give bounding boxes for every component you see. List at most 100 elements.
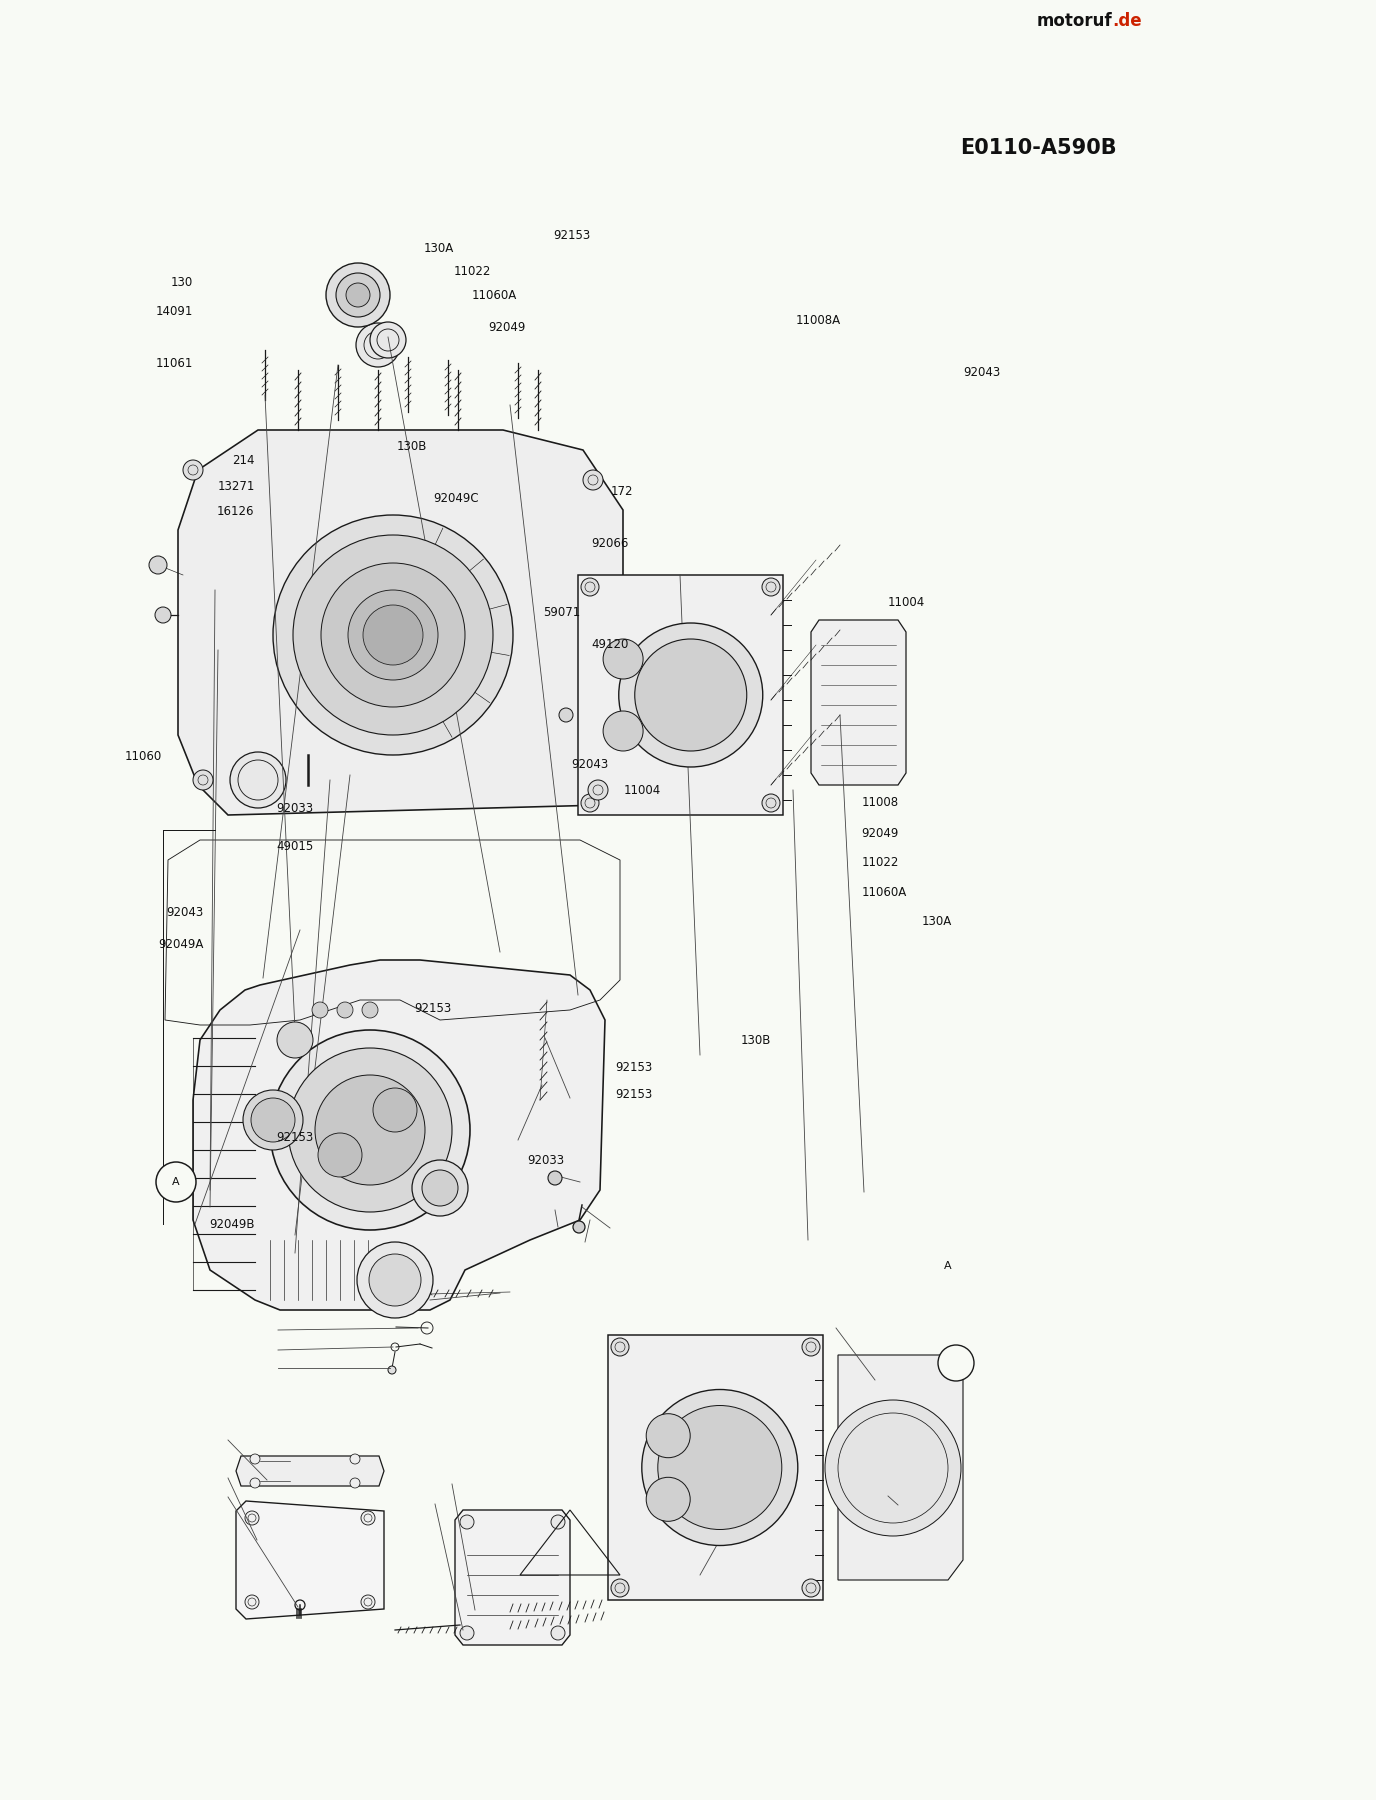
Circle shape [548,1172,561,1184]
Circle shape [550,1516,566,1528]
Circle shape [336,274,380,317]
Polygon shape [193,959,605,1310]
Circle shape [230,752,286,808]
Text: 11061: 11061 [155,356,193,371]
Circle shape [149,556,166,574]
Text: 130: 130 [171,275,193,290]
Text: 130A: 130A [424,241,454,256]
Circle shape [250,1098,294,1141]
Text: 49120: 49120 [592,637,629,652]
Circle shape [572,1220,585,1233]
Circle shape [369,1255,421,1307]
Circle shape [603,711,643,751]
Circle shape [762,794,780,812]
Text: 13271: 13271 [217,479,255,493]
Text: 92153: 92153 [553,229,590,243]
Text: 49015: 49015 [277,839,314,853]
Text: 59071: 59071 [544,605,581,619]
Circle shape [270,1030,471,1229]
Text: 92033: 92033 [527,1154,564,1168]
Text: 92049: 92049 [488,320,526,335]
Text: 11008: 11008 [861,796,899,810]
Text: 92153: 92153 [615,1060,652,1075]
Text: 11004: 11004 [888,596,925,610]
Polygon shape [838,1355,963,1580]
Circle shape [619,623,762,767]
Text: 14091: 14091 [155,304,193,319]
Circle shape [370,322,406,358]
Text: 11060A: 11060A [861,886,907,900]
Bar [608,1336,823,1600]
Circle shape [361,1595,376,1609]
Text: 92066: 92066 [592,536,629,551]
Circle shape [581,794,599,812]
Circle shape [193,770,213,790]
Circle shape [802,1337,820,1355]
Text: 92153: 92153 [414,1001,451,1015]
Circle shape [362,1003,378,1019]
Circle shape [581,578,599,596]
Circle shape [277,1022,312,1058]
Circle shape [460,1625,473,1640]
Text: 92049B: 92049B [209,1217,255,1231]
Circle shape [361,1510,376,1525]
Circle shape [603,639,643,679]
Circle shape [641,1390,798,1546]
Circle shape [348,590,438,680]
Text: 11008A: 11008A [795,313,841,328]
Text: 130B: 130B [396,439,427,454]
Circle shape [245,1595,259,1609]
Text: 92049A: 92049A [158,938,204,952]
Circle shape [155,1163,195,1202]
Circle shape [373,1087,417,1132]
Circle shape [583,470,603,490]
Circle shape [288,1048,451,1211]
Circle shape [356,1242,433,1318]
Circle shape [183,461,204,481]
Circle shape [363,605,422,664]
Circle shape [460,1516,473,1528]
Text: 92033: 92033 [277,801,314,815]
Circle shape [559,707,572,722]
Circle shape [350,1454,361,1463]
Circle shape [550,1625,566,1640]
Circle shape [762,578,780,596]
Text: .de: .de [1112,13,1142,31]
Circle shape [345,283,370,308]
Text: A: A [944,1262,952,1271]
Polygon shape [237,1456,384,1487]
Text: 92049C: 92049C [433,491,479,506]
Polygon shape [455,1510,570,1645]
Circle shape [411,1159,468,1217]
Text: 92153: 92153 [615,1087,652,1102]
Bar [578,574,783,815]
Text: 92043: 92043 [166,905,204,920]
Circle shape [611,1337,629,1355]
Text: 172: 172 [611,484,633,499]
Text: 11060A: 11060A [472,288,517,302]
Circle shape [634,639,747,751]
Circle shape [422,1170,458,1206]
Polygon shape [178,430,623,815]
Text: 16126: 16126 [217,504,255,518]
Text: 11022: 11022 [454,265,491,279]
Text: 11060: 11060 [125,749,162,763]
Text: 92043: 92043 [571,758,608,772]
Circle shape [802,1579,820,1597]
Polygon shape [810,619,905,785]
Text: 92049: 92049 [861,826,899,841]
Text: 11022: 11022 [861,855,899,869]
Circle shape [245,1510,259,1525]
Circle shape [155,607,171,623]
Circle shape [647,1413,691,1458]
Circle shape [250,1454,260,1463]
Circle shape [388,1366,396,1373]
Circle shape [321,563,465,707]
Circle shape [272,515,513,754]
Circle shape [611,1579,629,1597]
Text: 130A: 130A [922,914,952,929]
Circle shape [826,1400,960,1535]
Circle shape [318,1132,362,1177]
Circle shape [938,1345,974,1381]
Circle shape [315,1075,425,1184]
